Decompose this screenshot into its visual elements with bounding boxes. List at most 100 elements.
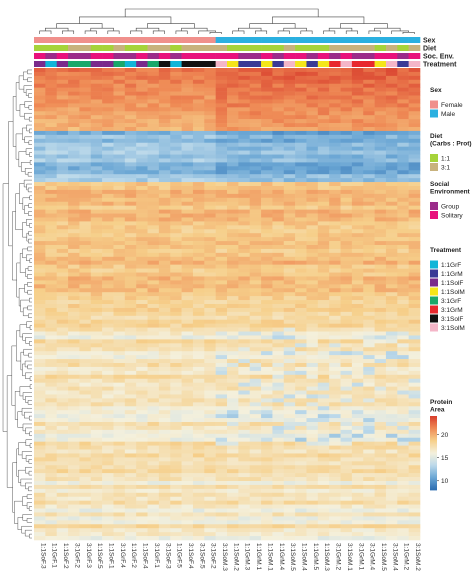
legend-item-label: 3:1GrM	[441, 307, 463, 314]
heatmap-cell	[408, 252, 421, 258]
heatmap-cell	[363, 138, 375, 144]
heatmap-cell	[408, 390, 421, 395]
heatmap-cell	[192, 87, 205, 92]
heatmap-cell	[147, 492, 160, 498]
heatmap-cell	[329, 374, 341, 380]
heatmap-cell	[90, 532, 103, 537]
heatmap-cell	[340, 87, 353, 92]
heatmap-cell	[170, 138, 182, 144]
heatmap-cell	[363, 119, 375, 124]
heatmap-cell	[238, 524, 251, 529]
heatmap-cell	[204, 260, 216, 265]
heatmap-cell	[295, 433, 307, 439]
heatmap-cell	[68, 248, 80, 254]
heatmap-cell	[363, 146, 375, 151]
heatmap-cell	[397, 127, 409, 132]
heatmap-cell	[363, 123, 375, 128]
heatmap-cell	[124, 339, 137, 344]
heatmap-cell	[192, 186, 205, 191]
heatmap-cell	[351, 248, 364, 254]
heatmap-cell	[204, 276, 216, 281]
heatmap-cell	[90, 276, 103, 281]
heatmap-cell	[363, 103, 375, 108]
heatmap-cell	[204, 225, 216, 230]
heatmap-cell	[385, 201, 398, 206]
heatmap-cell	[124, 410, 137, 415]
heatmap-cell	[79, 457, 92, 462]
heatmap-cell	[192, 528, 205, 533]
heatmap-cell	[192, 366, 205, 372]
heatmap-cell	[261, 504, 273, 509]
heatmap-cell	[317, 146, 330, 151]
heatmap-cell	[295, 473, 307, 478]
heatmap-cell	[238, 233, 251, 238]
heatmap-cell	[272, 300, 285, 305]
heatmap-cell	[170, 414, 182, 419]
legend-item-label: 1:1SolF	[441, 280, 463, 287]
heatmap-cell	[329, 99, 341, 104]
heatmap-cell	[68, 402, 80, 407]
heatmap-cell	[204, 398, 216, 403]
heatmap-cell	[124, 445, 137, 450]
heatmap-cell	[102, 398, 114, 403]
heatmap-cell	[147, 422, 160, 427]
heatmap-cell	[204, 296, 216, 301]
heatmap-cell	[249, 123, 262, 128]
heatmap-cell	[34, 504, 46, 509]
heatmap-cell	[158, 516, 171, 521]
heatmap-cell	[374, 252, 387, 258]
dendrogram-branch	[25, 427, 32, 435]
heatmap-cell	[397, 119, 409, 124]
heatmap-cell	[79, 351, 92, 356]
heatmap-cell	[363, 398, 375, 403]
heatmap-cell	[170, 158, 182, 163]
heatmap-cell	[249, 398, 262, 403]
heatmap-cell	[136, 422, 148, 427]
heatmap-cell	[317, 237, 330, 242]
heatmap-cell	[158, 484, 171, 490]
heatmap-cell	[113, 304, 126, 309]
heatmap-cell	[317, 170, 330, 175]
heatmap-cell	[306, 248, 319, 254]
heatmap-cell	[79, 437, 92, 442]
heatmap-cell	[249, 359, 262, 364]
heatmap-cell	[102, 170, 114, 175]
heatmap-cell	[56, 422, 69, 427]
heatmap-cell	[238, 532, 251, 537]
heatmap-cell	[306, 154, 319, 159]
heatmap-cell	[204, 508, 216, 513]
heatmap-cell	[113, 363, 126, 368]
heatmap-cell	[102, 182, 114, 187]
heatmap-cell	[68, 87, 80, 92]
heatmap-cell	[227, 319, 239, 324]
heatmap-cell	[68, 162, 80, 167]
heatmap-cell	[192, 343, 205, 348]
heatmap-cell	[329, 95, 341, 100]
heatmap-cell	[147, 355, 160, 360]
heatmap-cell	[261, 311, 273, 317]
heatmap-cell	[147, 414, 160, 419]
heatmap-cell	[351, 268, 364, 273]
colorbar-segment	[430, 488, 437, 491]
heatmap-cell	[181, 429, 194, 435]
dendrogram-branch	[345, 30, 358, 34]
heatmap-cell	[283, 150, 296, 155]
heatmap-cell	[295, 252, 307, 258]
social-annotation-cell	[102, 53, 114, 59]
heatmap-cell	[79, 130, 92, 136]
heatmap-cell	[363, 225, 375, 230]
heatmap-cell	[408, 386, 421, 391]
heatmap-cell	[408, 484, 421, 490]
heatmap-cell	[136, 481, 148, 486]
heatmap-cell	[227, 217, 239, 222]
heatmap-cell	[181, 359, 194, 364]
heatmap-cell	[204, 264, 216, 269]
heatmap-cell	[147, 418, 160, 423]
heatmap-cell	[385, 197, 398, 203]
heatmap-cell	[181, 182, 194, 187]
heatmap-cell	[136, 504, 148, 509]
heatmap-cell	[147, 410, 160, 415]
heatmap-cell	[306, 465, 319, 470]
heatmap-cell	[374, 347, 387, 352]
heatmap-cell	[102, 119, 114, 124]
